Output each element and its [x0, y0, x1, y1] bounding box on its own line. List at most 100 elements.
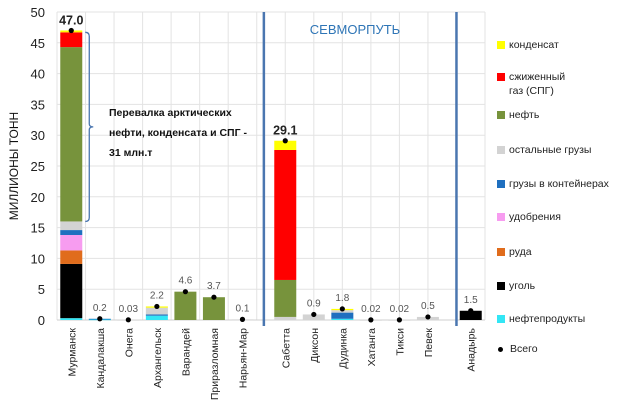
legend-label: остальные грузы [509, 144, 592, 156]
legend-swatch [497, 213, 505, 221]
y-tick-label: 5 [38, 282, 45, 297]
legend-swatch [497, 282, 505, 290]
y-axis-label: МИЛЛИОНЫ ТОНН [7, 112, 21, 220]
legend-item: удобрения [497, 210, 561, 224]
x-tick-label: Нарьян-Мар [237, 328, 249, 388]
y-tick-label: 50 [31, 5, 45, 20]
total-label: 3.7 [207, 281, 221, 292]
total-marker [239, 316, 246, 322]
y-tick-label: 10 [31, 251, 45, 266]
total-label: 4.6 [178, 276, 192, 287]
legend-item: уголь [497, 279, 535, 293]
total-marker [282, 138, 288, 144]
y-tick-label: 0 [38, 313, 45, 328]
legend-label: нефть [509, 109, 540, 121]
y-tick-label: 45 [31, 36, 45, 51]
y-tick-label: 20 [31, 190, 45, 205]
total-marker [182, 289, 188, 295]
y-tick-label: 15 [31, 221, 45, 236]
bar-segment-нефть [202, 297, 225, 320]
total-marker [311, 311, 317, 318]
legend-swatch [497, 73, 505, 81]
total-marker [368, 317, 374, 323]
legend-dot-icon [498, 347, 503, 352]
bar-segment-сжиженный-газ-(СПГ) [274, 149, 297, 280]
total-marker [68, 27, 74, 34]
total-marker [125, 317, 131, 323]
total-marker [468, 308, 474, 314]
x-tick-label: Диксон [309, 328, 321, 363]
y-tick-label: 35 [31, 97, 45, 112]
total-label: 0.2 [93, 303, 107, 314]
bar-segment-остальные-грузы [60, 221, 83, 231]
total-label: 47.0 [59, 13, 83, 27]
bar-segment-сжиженный-газ-(СПГ) [60, 32, 83, 48]
x-tick-label: Певек [423, 328, 435, 358]
bar-segment-уголь [60, 263, 83, 319]
y-tick-label: 25 [31, 159, 45, 174]
x-tick-label: Приразломная [209, 328, 221, 400]
legend-swatch [497, 146, 505, 154]
total-label: 0.5 [421, 301, 435, 312]
total-label: 1.8 [335, 293, 349, 304]
legend-label: нефтепродукты [509, 313, 586, 325]
legend-swatch [497, 315, 505, 323]
bar-segment-уголь [459, 310, 482, 320]
bar-segment-нефть [274, 279, 297, 317]
legend-label: Всего [510, 343, 538, 355]
x-tick-label: Дудинка [337, 328, 349, 369]
x-tick-label: Варандей [180, 328, 192, 376]
y-tick-label: 30 [31, 128, 45, 143]
x-tick-label: Хатанга [366, 328, 378, 367]
total-marker [97, 316, 103, 322]
bar-segment-грузы-в-контейнерах [331, 312, 354, 319]
brace [85, 31, 94, 223]
legend-item: нефтепродукты [497, 312, 585, 326]
legend-swatch [497, 180, 505, 188]
total-label: 0.1 [236, 303, 250, 314]
legend-item: остальные грузы [497, 143, 591, 157]
x-tick-label: Кандалакша [95, 328, 107, 389]
bar-segment-нефтепродукты [60, 318, 83, 320]
y-tick-label: 40 [31, 67, 45, 82]
total-label: 0.03 [119, 304, 139, 315]
total-label: 1.5 [464, 295, 478, 306]
legend-item: руда [497, 245, 532, 259]
legend-label: руда [509, 246, 532, 258]
x-tick-label: Архангельск [152, 328, 164, 388]
total-marker [154, 303, 160, 310]
total-marker [425, 314, 431, 320]
total-marker [211, 294, 217, 300]
legend-item: грузы в контейнерах [497, 177, 609, 191]
total-label: 2.2 [150, 290, 164, 301]
legend-item: сжиженный газ (СПГ) [497, 70, 579, 98]
total-label: 29.1 [273, 124, 297, 138]
legend-item: Всего [497, 342, 538, 356]
total-label: 0.02 [390, 304, 410, 315]
legend-item: конденсат [497, 38, 559, 52]
annotation-text: 31 млн.т [109, 147, 152, 159]
legend-swatch [497, 41, 505, 49]
x-tick-label: Мурманск [66, 328, 78, 377]
annotation-text: нефти, конденсата и СПГ - [109, 127, 247, 139]
bar-segment-руда [60, 250, 83, 264]
legend-swatch [497, 248, 505, 256]
total-label: 0.02 [361, 304, 381, 315]
legend-label: уголь [509, 280, 536, 292]
x-tick-label: Сабетта [280, 328, 292, 368]
legend-swatch [497, 111, 505, 119]
bar-segment-удобрения [60, 234, 83, 251]
bar-segment-нефть [60, 47, 83, 222]
bar-segment-грузы-в-контейнерах [145, 314, 168, 316]
x-tick-label: Анадырь [466, 327, 478, 371]
bar-segment-нефтепродукты [331, 318, 354, 320]
bar-segment-грузы-в-контейнерах [60, 230, 83, 235]
total-marker [339, 306, 345, 312]
x-tick-label: Онега [123, 328, 135, 357]
legend-label: конденсат [509, 39, 559, 51]
legend-label: грузы в контейнерах [509, 178, 609, 190]
total-marker [396, 317, 402, 323]
legend-item: нефть [497, 108, 539, 122]
x-tick-label: Тикси [394, 328, 406, 356]
